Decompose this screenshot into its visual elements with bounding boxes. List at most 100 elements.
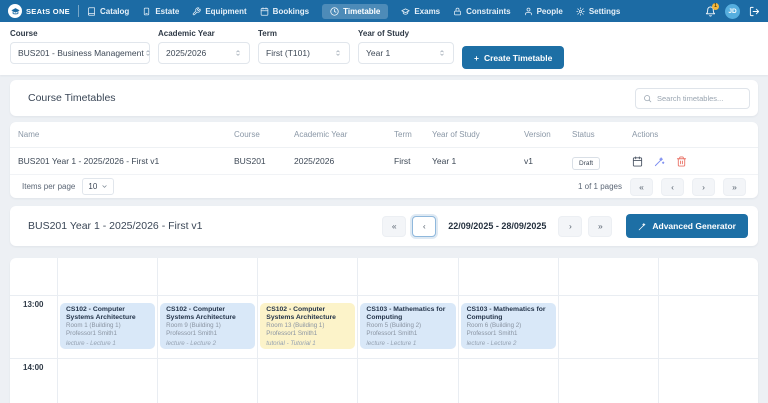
calendar-cell[interactable]: CS102 - Computer Systems Architecture Ro… [157,295,257,358]
row-name: BUS201 Year 1 - 2025/2026 - First v1 [18,156,234,166]
nav-item-equipment[interactable]: Equipment [192,4,246,19]
logout-icon[interactable] [749,6,760,17]
updown-chevron-icon [334,49,342,57]
create-timetable-label: Create Timetable [484,53,552,63]
nav-item-label: Catalog [100,7,129,16]
event-card[interactable]: CS103 - Mathematics for Computing Room 5… [360,303,455,349]
event-card[interactable]: CS102 - Computer Systems Architecture Ro… [60,303,155,349]
academic-year-select[interactable]: 2025/2026 [158,42,250,64]
prev-page-button[interactable]: ‹ [661,178,684,196]
table-row[interactable]: BUS201 Year 1 - 2025/2026 - First v1 BUS… [10,148,758,175]
calendar-cell[interactable]: CS102 - Computer Systems Architecture Ro… [257,295,357,358]
notification-badge: 1 [712,3,719,10]
week-prev-button[interactable]: ‹ [412,216,436,237]
col-status: Status [572,130,632,139]
next-page-button[interactable]: › [692,178,715,196]
schedule-title: BUS201 Year 1 - 2025/2026 - First v1 [28,220,203,232]
date-range: 22/09/2025 - 28/09/2025 [448,221,546,231]
calendar-cell[interactable] [458,358,558,403]
event-professor: Professor1 Smith1 [266,330,349,338]
search-box[interactable] [635,88,750,109]
people-icon [524,7,533,16]
calendar-cell[interactable] [658,358,758,403]
nav-item-bookings[interactable]: Bookings [260,4,309,19]
top-navbar: SEAtS ONE Catalog Estate Equipment Booki… [0,0,768,22]
calendar-cell[interactable] [558,258,658,295]
week-first-button[interactable]: « [382,216,406,237]
event-card[interactable]: CS103 - Mathematics for Computing Room 6… [461,303,556,349]
nav-item-estate[interactable]: Estate [142,4,179,19]
last-page-button[interactable]: » [723,178,746,196]
time-label-14: 14:00 [10,358,57,403]
term-select[interactable]: First (T101) [258,42,350,64]
main-content: Course Timetables Name Course Academic Y… [0,75,768,403]
term-select-value: First (T101) [266,48,310,58]
catalog-icon [87,7,96,16]
advanced-generator-button[interactable]: Advanced Generator [626,214,748,238]
col-academic-year: Academic Year [294,130,394,139]
updown-chevron-icon [144,49,152,57]
calendar-cell[interactable]: CS103 - Mathematics for Computing Room 6… [458,295,558,358]
nav-item-label: Timetable [343,7,380,16]
items-per-page-label: Items per page [22,182,75,191]
academic-year-select-value: 2025/2026 [166,48,206,58]
calendar-cell[interactable] [558,358,658,403]
event-title: CS102 - Computer Systems Architecture [166,306,249,322]
calendar-cell[interactable] [658,258,758,295]
calendar-cell[interactable] [157,258,257,295]
year-of-study-select[interactable]: Year 1 [358,42,454,64]
nav-item-label: Exams [414,7,440,16]
calendar-gutter [10,258,57,295]
plus-icon: + [474,53,479,63]
nav-item-constraints[interactable]: Constraints [453,4,510,19]
delete-button[interactable] [676,156,687,167]
status-badge: Draft [572,157,600,170]
calendar-cell[interactable] [357,358,457,403]
event-room: Room 6 (Building 2) [467,322,550,330]
col-name: Name [18,130,234,139]
course-select[interactable]: BUS201 - Business Management [10,42,150,64]
nav-item-catalog[interactable]: Catalog [87,4,129,19]
calendar-cell[interactable]: CS102 - Computer Systems Architecture Ro… [57,295,157,358]
nav-item-label: Bookings [273,7,309,16]
col-term: Term [394,130,432,139]
course-timetables-card: Course Timetables [10,80,758,116]
week-last-button[interactable]: » [588,216,612,237]
open-calendar-button[interactable] [632,156,643,167]
generate-wand-button[interactable] [654,156,665,167]
nav-item-label: Settings [589,7,621,16]
calendar-cell[interactable] [658,295,758,358]
settings-gear-icon [576,7,585,16]
estate-icon [142,7,151,16]
nav-item-timetable[interactable]: Timetable [322,4,388,19]
calendar-cell[interactable] [357,258,457,295]
items-per-page-select[interactable]: 10 [82,178,114,195]
avatar[interactable]: JD [725,4,740,19]
notifications-bell-icon[interactable]: 1 [705,6,716,17]
event-card[interactable]: CS102 - Computer Systems Architecture Ro… [160,303,255,349]
calendar-cell[interactable] [57,258,157,295]
calendar-cell[interactable] [257,358,357,403]
nav-item-people[interactable]: People [524,4,563,19]
event-session: lecture - Lecture 1 [366,340,449,347]
nav-item-exams[interactable]: Exams [401,4,440,19]
week-next-button[interactable]: › [558,216,582,237]
event-session: lecture - Lecture 1 [66,340,149,347]
calendar-cell[interactable] [57,358,157,403]
schedule-header-card: BUS201 Year 1 - 2025/2026 - First v1 « ‹… [10,206,758,246]
year-of-study-field: Year of Study Year 1 [358,29,454,64]
create-timetable-button[interactable]: + Create Timetable [462,46,564,69]
time-label-13: 13:00 [10,295,57,358]
nav-item-settings[interactable]: Settings [576,4,621,19]
status-cell: Draft [572,152,632,170]
first-page-button[interactable]: « [630,178,653,196]
academic-year-field: Academic Year 2025/2026 [158,29,250,64]
calendar-cell[interactable] [558,295,658,358]
calendar-cell[interactable] [458,258,558,295]
calendar-cell[interactable]: CS103 - Mathematics for Computing Room 5… [357,295,457,358]
event-card[interactable]: CS102 - Computer Systems Architecture Ro… [260,303,355,349]
calendar-cell[interactable] [157,358,257,403]
wand-icon [638,222,647,231]
calendar-cell[interactable] [257,258,357,295]
search-input[interactable] [657,94,742,103]
